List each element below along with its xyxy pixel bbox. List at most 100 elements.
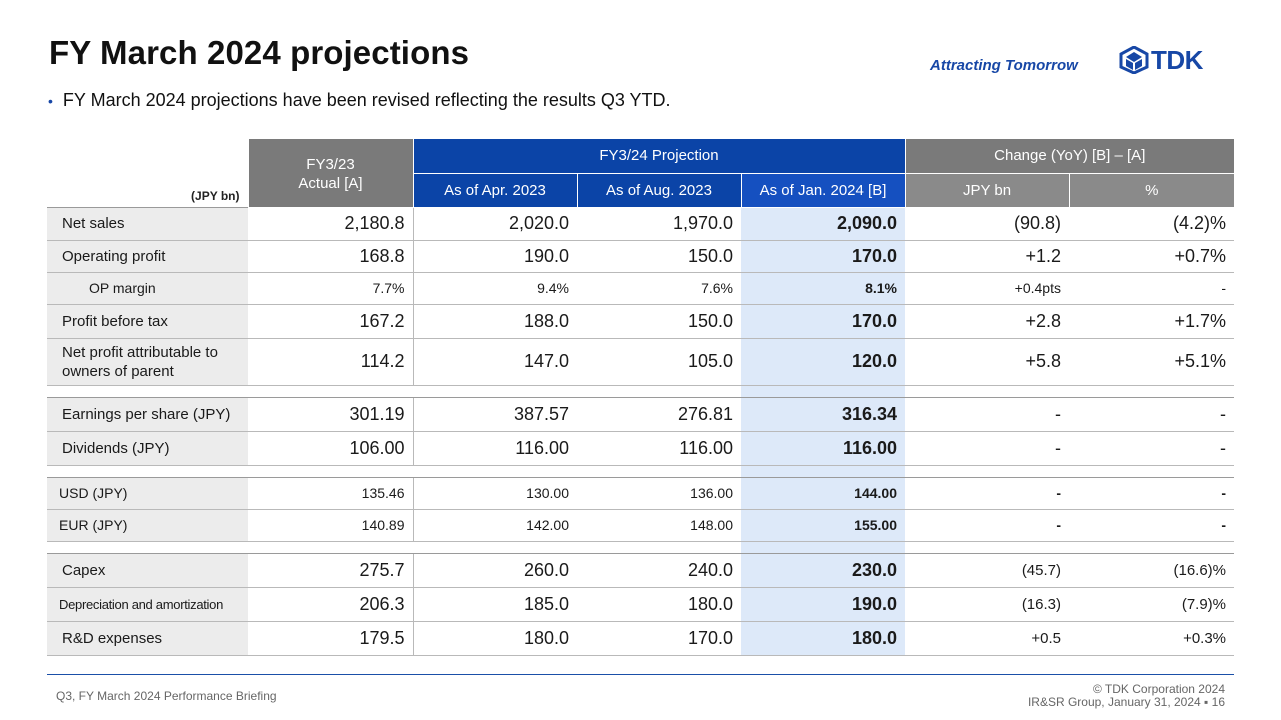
footer-group-date: IR&SR Group, January 31, 2024 xyxy=(1027,695,1201,709)
col-header-pct: % xyxy=(1068,173,1235,208)
cell-change-jpy: - xyxy=(905,431,1069,466)
cell-apr: 387.57 xyxy=(412,397,577,432)
tdk-logo-icon xyxy=(1119,46,1149,74)
col-header-actual: FY3/23 Actual [A] xyxy=(247,139,413,208)
cell-actual: 140.89 xyxy=(248,509,413,542)
cell-aug: 148.00 xyxy=(577,509,741,542)
cell-change-pct: - xyxy=(1069,397,1235,432)
cell-apr: 9.4% xyxy=(412,272,577,305)
cell-actual: 7.7% xyxy=(248,272,413,305)
projections-table: (JPY bn) FY3/23 Actual [A] FY3/24 Projec… xyxy=(47,139,1235,656)
cell-aug: 136.00 xyxy=(577,477,741,510)
group-header-change: Change (YoY) [B] – [A] xyxy=(904,139,1235,174)
unit-label: (JPY bn) xyxy=(191,188,240,203)
table-group-gap xyxy=(47,541,1235,554)
summary-bullet: • FY March 2024 projections have been re… xyxy=(48,90,671,111)
cell-apr: 142.00 xyxy=(412,509,577,542)
footer-separator-icon: ▪ xyxy=(1204,695,1212,709)
row-label: Net sales xyxy=(47,206,248,241)
cell-jan: 116.00 xyxy=(741,431,905,466)
cell-jan: 170.0 xyxy=(741,304,905,339)
cell-aug: 105.0 xyxy=(577,338,741,386)
logo-wordmark: TDK xyxy=(1151,45,1203,75)
cell-apr: 185.0 xyxy=(412,587,577,622)
cell-actual: 2,180.8 xyxy=(248,206,413,241)
footer-divider xyxy=(47,674,1234,675)
page-title: FY March 2024 projections xyxy=(49,34,470,71)
table-row: USD (JPY) 135.46 130.00 136.00 144.00 - … xyxy=(47,477,1235,510)
cell-actual: 167.2 xyxy=(248,304,413,339)
cell-actual: 206.3 xyxy=(248,587,413,622)
cell-aug: 240.0 xyxy=(577,553,741,588)
cell-apr: 116.00 xyxy=(412,431,577,466)
cell-change-pct: +0.7% xyxy=(1069,240,1235,273)
row-label: Depreciation and amortization xyxy=(47,587,248,622)
cell-jan: 2,090.0 xyxy=(741,206,905,241)
row-label: OP margin xyxy=(47,272,248,305)
bullet-icon: • xyxy=(48,92,53,109)
table-row: Earnings per share (JPY) 301.19 387.57 2… xyxy=(47,397,1235,432)
col-header-apr: As of Apr. 2023 xyxy=(412,173,577,208)
cell-jan: 190.0 xyxy=(741,587,905,622)
row-label: USD (JPY) xyxy=(47,477,248,510)
cell-change-pct: - xyxy=(1069,509,1235,542)
footer-meta: IR&SR Group, January 31, 2024 ▪ 16 xyxy=(1028,696,1225,709)
cell-change-jpy: +2.8 xyxy=(905,304,1069,339)
footer-copyright: © TDK Corporation 2024 xyxy=(1092,682,1225,696)
cell-actual: 168.8 xyxy=(248,240,413,273)
cell-actual: 301.19 xyxy=(248,397,413,432)
cell-change-pct: - xyxy=(1069,272,1235,305)
cell-actual: 106.00 xyxy=(248,431,413,466)
table-group-gap xyxy=(47,385,1235,398)
table-row: Operating profit 168.8 190.0 150.0 170.0… xyxy=(47,240,1235,273)
col-header-actual-label: FY3/23 Actual [A] xyxy=(298,155,363,192)
cell-apr: 2,020.0 xyxy=(412,206,577,241)
row-label: R&D expenses xyxy=(47,621,248,656)
table-row: Capex 275.7 260.0 240.0 230.0 (45.7) (16… xyxy=(47,553,1235,588)
cell-jan: 230.0 xyxy=(741,553,905,588)
cell-change-jpy: - xyxy=(905,509,1069,542)
footer-event: Q3, FY March 2024 Performance Briefing xyxy=(56,689,277,703)
page-number: 16 xyxy=(1211,695,1225,709)
cell-jan: 144.00 xyxy=(741,477,905,510)
cell-change-jpy: +5.8 xyxy=(905,338,1069,386)
cell-change-jpy: - xyxy=(905,397,1069,432)
cell-change-jpy: - xyxy=(905,477,1069,510)
row-label: Capex xyxy=(47,553,248,588)
table-group-gap xyxy=(47,465,1235,478)
cell-aug: 150.0 xyxy=(577,240,741,273)
cell-apr: 260.0 xyxy=(412,553,577,588)
cell-aug: 276.81 xyxy=(577,397,741,432)
cell-change-jpy: (16.3) xyxy=(905,587,1069,622)
footer-info: © TDK Corporation 2024 IR&SR Group, Janu… xyxy=(1028,683,1225,709)
cell-aug: 1,970.0 xyxy=(577,206,741,241)
cell-apr: 180.0 xyxy=(412,621,577,656)
row-label: Dividends (JPY) xyxy=(47,431,248,466)
cell-jan: 8.1% xyxy=(741,272,905,305)
tdk-logo: TDK xyxy=(1119,46,1203,74)
cell-change-pct: - xyxy=(1069,431,1235,466)
cell-apr: 147.0 xyxy=(412,338,577,386)
cell-aug: 180.0 xyxy=(577,587,741,622)
group-header-projection: FY3/24 Projection xyxy=(412,139,905,174)
cell-actual: 179.5 xyxy=(248,621,413,656)
cell-change-jpy: (90.8) xyxy=(905,206,1069,241)
cell-jan: 180.0 xyxy=(741,621,905,656)
table-row: Net profit attributable to owners of par… xyxy=(47,338,1235,386)
brand-tagline-block: Attracting Tomorrow xyxy=(930,47,1078,74)
table-row: Profit before tax 167.2 188.0 150.0 170.… xyxy=(47,304,1235,339)
cell-aug: 7.6% xyxy=(577,272,741,305)
row-label: Net profit attributable to owners of par… xyxy=(47,338,248,386)
cell-change-pct: (4.2)% xyxy=(1069,206,1235,241)
cell-jan: 316.34 xyxy=(741,397,905,432)
cell-change-pct: - xyxy=(1069,477,1235,510)
cell-actual: 135.46 xyxy=(248,477,413,510)
cell-actual: 114.2 xyxy=(248,338,413,386)
table-row: R&D expenses 179.5 180.0 170.0 180.0 +0.… xyxy=(47,621,1235,656)
cell-change-jpy: +0.4pts xyxy=(905,272,1069,305)
cell-apr: 130.00 xyxy=(412,477,577,510)
cell-jan: 170.0 xyxy=(741,240,905,273)
table-row: EUR (JPY) 140.89 142.00 148.00 155.00 - … xyxy=(47,509,1235,542)
cell-change-pct: (16.6)% xyxy=(1069,553,1235,588)
cell-change-pct: +5.1% xyxy=(1069,338,1235,386)
